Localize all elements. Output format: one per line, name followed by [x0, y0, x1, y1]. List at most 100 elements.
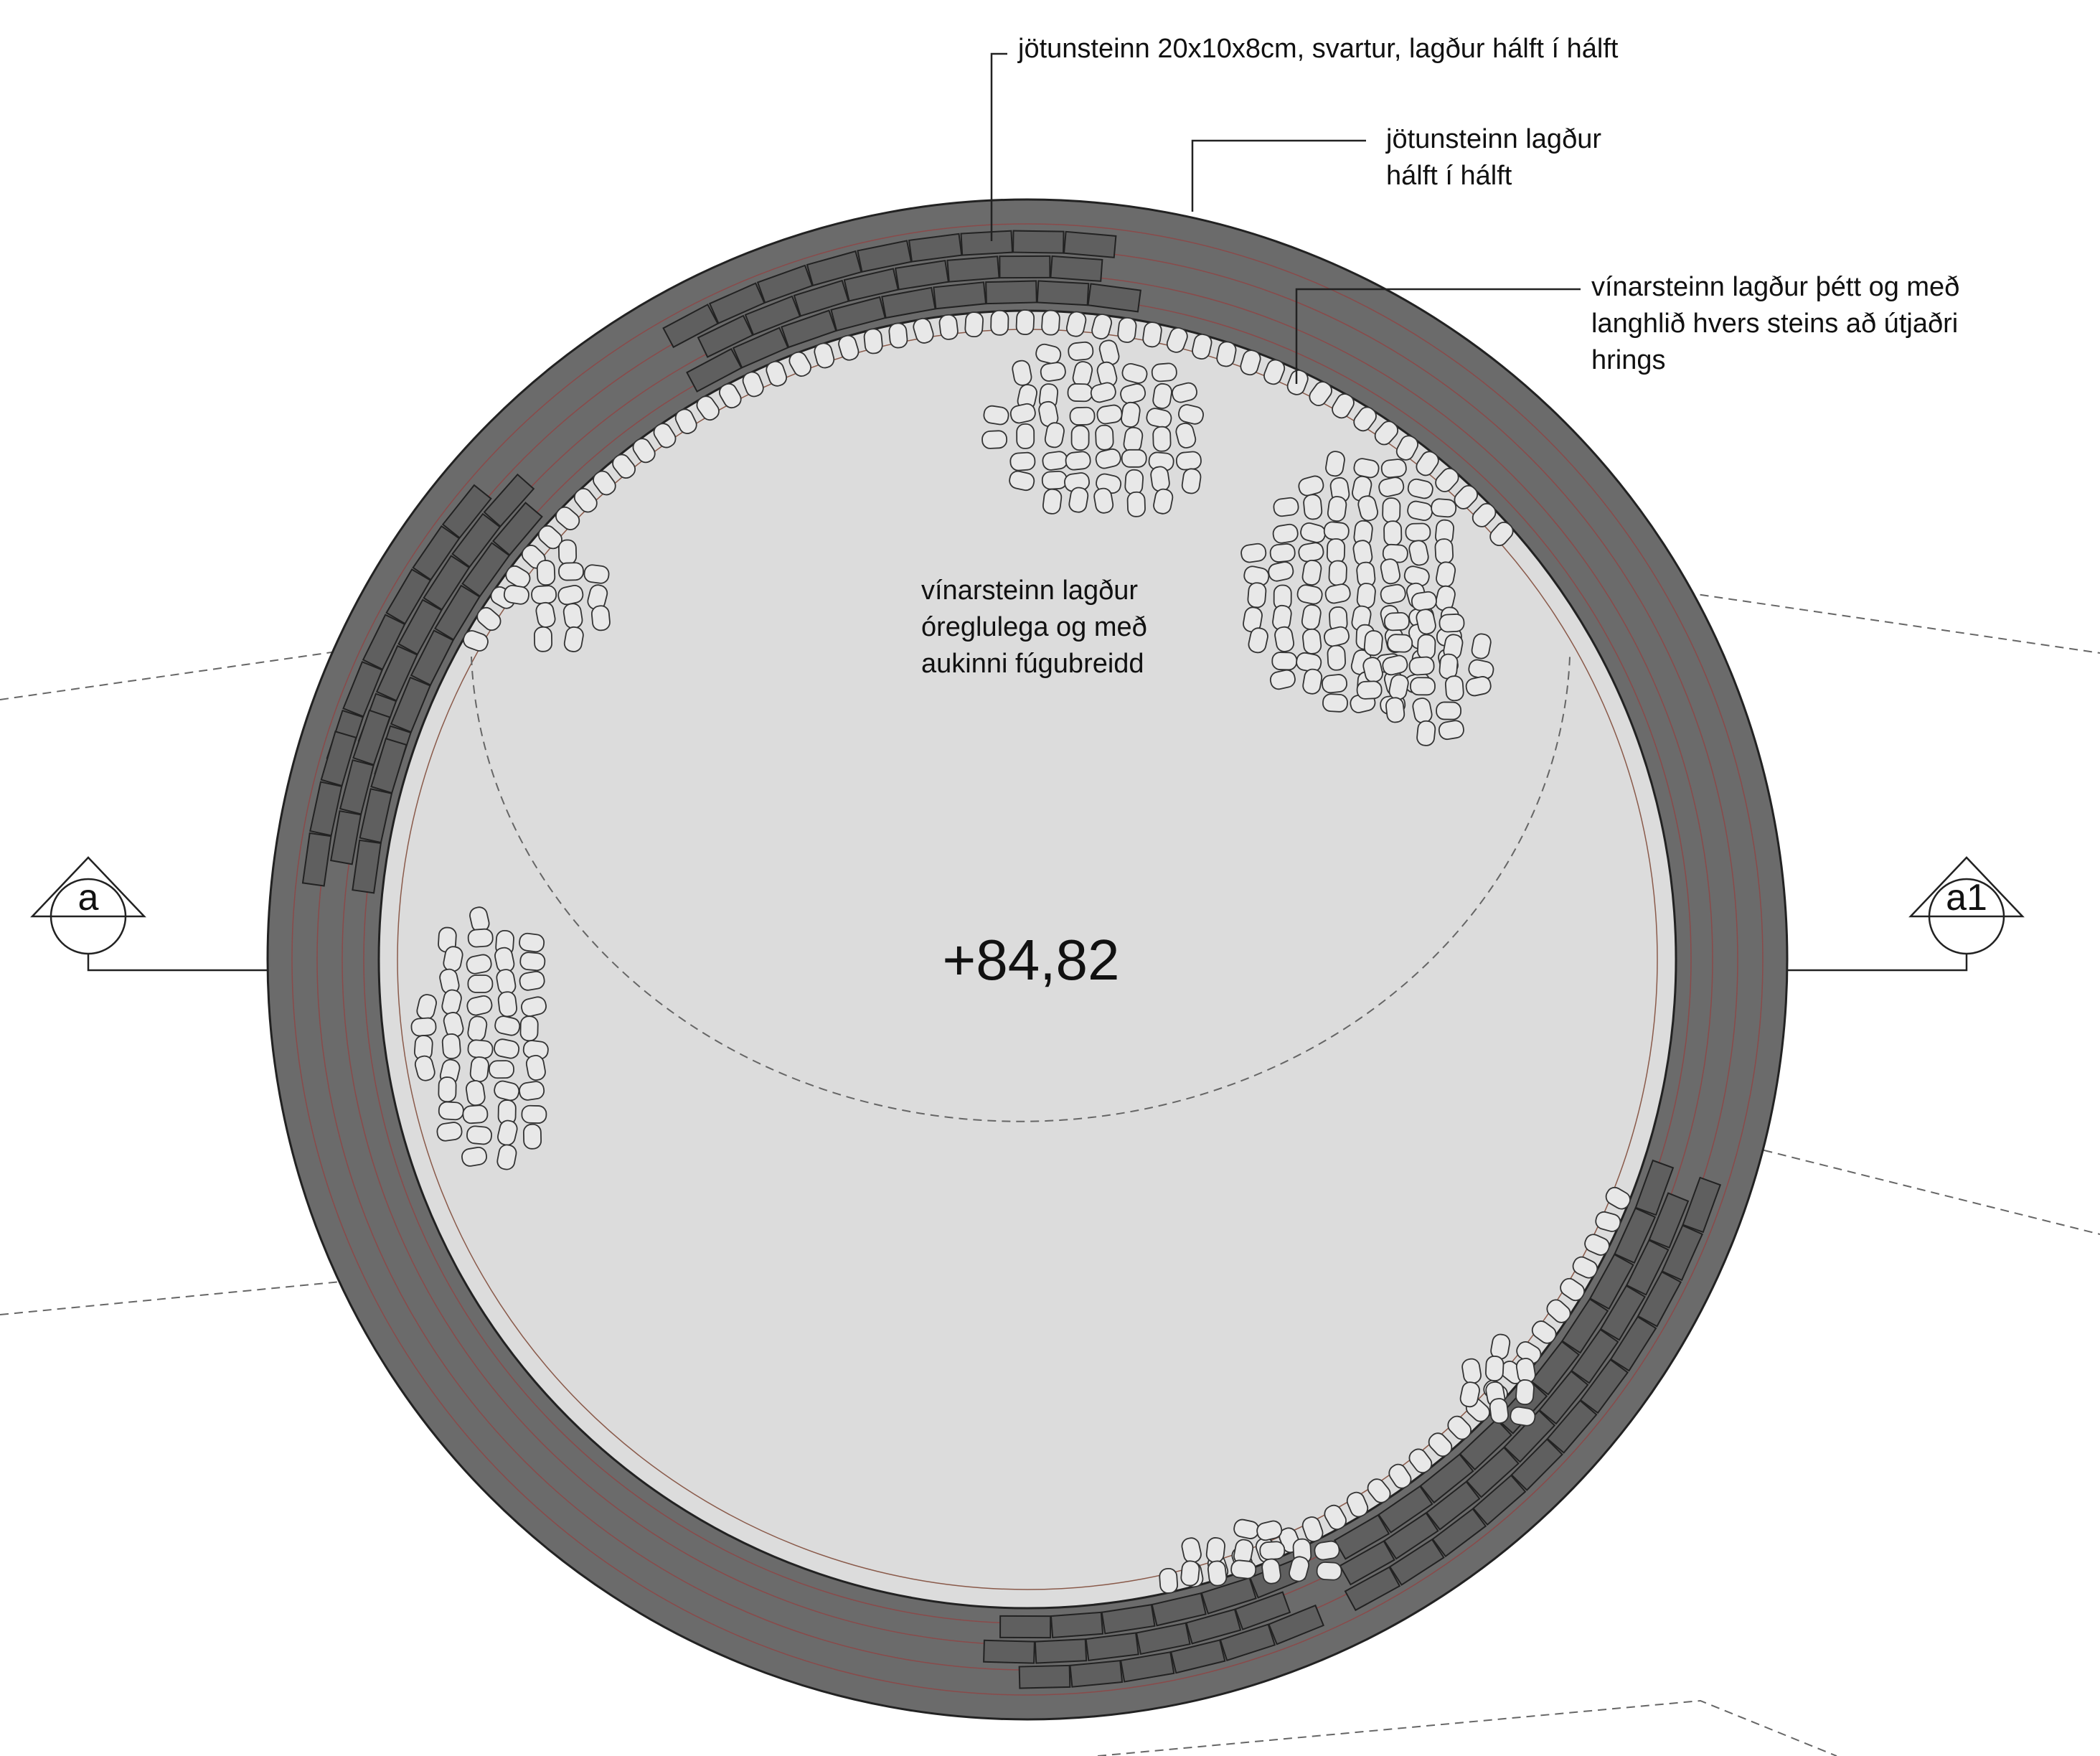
- pebble: [583, 564, 610, 584]
- pebble: [1068, 341, 1094, 361]
- brick: [1588, 1253, 1634, 1310]
- brick: [434, 584, 481, 641]
- pebble: [1261, 1558, 1281, 1584]
- pebble: [521, 1104, 547, 1124]
- brick: [1510, 1438, 1563, 1491]
- section-label: a1: [1946, 877, 1987, 919]
- brick: [1069, 1660, 1124, 1688]
- pebble: [788, 351, 811, 377]
- pebble: [414, 1055, 435, 1081]
- pebble: [1296, 584, 1323, 605]
- pebble: [1584, 1234, 1610, 1256]
- brick: [1538, 1370, 1589, 1425]
- brick: [1388, 1538, 1445, 1586]
- annotation: jötunsteinn lagður: [1385, 124, 1601, 154]
- brick: [708, 282, 766, 324]
- pebble: [1328, 560, 1347, 586]
- annotation: aukinni fúgubreidd: [921, 649, 1144, 679]
- pebble: [1040, 362, 1066, 382]
- pebble: [1435, 467, 1459, 492]
- pebble: [1417, 634, 1436, 660]
- pebble: [1489, 1398, 1510, 1424]
- pebble: [1269, 543, 1296, 563]
- brick: [983, 1639, 1035, 1664]
- brick: [410, 629, 454, 686]
- pebble: [1510, 1406, 1536, 1427]
- brick: [732, 327, 789, 369]
- pebble: [1408, 540, 1429, 566]
- brick: [397, 598, 443, 656]
- pebble: [1322, 693, 1348, 713]
- pebble: [536, 560, 556, 586]
- pebble: [519, 1081, 545, 1101]
- pebble: [1263, 359, 1286, 385]
- pebble: [1465, 676, 1492, 697]
- pebble: [1332, 393, 1355, 419]
- pebble: [1380, 583, 1406, 604]
- pebble: [696, 395, 720, 421]
- pebble: [1042, 451, 1068, 471]
- pebble: [964, 311, 984, 338]
- brick: [1018, 1664, 1071, 1689]
- pebble: [719, 382, 742, 409]
- pebble: [1439, 614, 1465, 633]
- pebble: [1159, 1567, 1179, 1594]
- brick: [881, 286, 936, 319]
- brick: [362, 614, 406, 671]
- brick: [1036, 280, 1090, 306]
- brick: [1012, 230, 1065, 254]
- pebble: [505, 565, 531, 588]
- brick: [1459, 1418, 1512, 1471]
- pebble: [1301, 1516, 1324, 1542]
- pebble: [983, 405, 1009, 426]
- pebble: [1454, 484, 1479, 510]
- pebble: [558, 562, 584, 581]
- pebble: [1353, 406, 1377, 432]
- pebble: [1367, 1478, 1391, 1503]
- pebble: [1302, 668, 1323, 695]
- pebble: [555, 506, 580, 530]
- pebble: [1151, 362, 1177, 382]
- section-label: a: [78, 877, 99, 919]
- pebble: [1471, 633, 1492, 659]
- brick: [894, 259, 950, 291]
- brick: [1465, 1446, 1520, 1498]
- pebble: [1383, 611, 1410, 631]
- brick: [1419, 1453, 1474, 1504]
- pebble: [519, 970, 545, 991]
- pebble: [990, 309, 1009, 336]
- brick: [301, 832, 332, 887]
- pebble: [1016, 423, 1035, 449]
- annotation: vínarsteinn lagður: [921, 576, 1138, 606]
- pebble: [1416, 609, 1436, 635]
- pebble: [632, 438, 656, 464]
- brick: [1472, 1474, 1527, 1526]
- pebble: [1322, 674, 1347, 694]
- pebble: [1041, 470, 1068, 490]
- brick: [1034, 1638, 1088, 1664]
- pebble: [981, 430, 1008, 449]
- brick: [857, 240, 913, 273]
- pebble: [1382, 497, 1401, 524]
- brick: [375, 644, 418, 702]
- pebble: [1431, 498, 1457, 518]
- brick: [1546, 1399, 1598, 1454]
- pebble: [1380, 459, 1407, 479]
- pebble: [1042, 488, 1063, 515]
- brick: [1637, 1271, 1682, 1328]
- brick: [662, 304, 719, 349]
- pebble: [1436, 701, 1462, 720]
- pebble: [1316, 1562, 1342, 1581]
- leader-line: [1191, 139, 1366, 212]
- pebble: [410, 1017, 437, 1037]
- pebble: [1069, 406, 1096, 426]
- pebble: [612, 454, 636, 479]
- pebble: [1230, 1559, 1257, 1579]
- brick: [1339, 1540, 1395, 1586]
- pebble: [1489, 521, 1514, 547]
- pebble: [1301, 560, 1322, 586]
- pebble: [1383, 520, 1403, 547]
- pebble: [1395, 435, 1418, 461]
- leader-line: [990, 52, 1007, 241]
- elevation: +84,82: [943, 928, 1120, 992]
